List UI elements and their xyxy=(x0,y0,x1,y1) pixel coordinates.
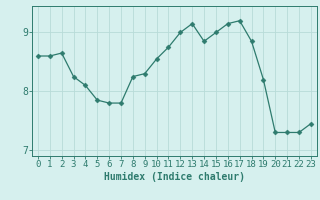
X-axis label: Humidex (Indice chaleur): Humidex (Indice chaleur) xyxy=(104,172,245,182)
